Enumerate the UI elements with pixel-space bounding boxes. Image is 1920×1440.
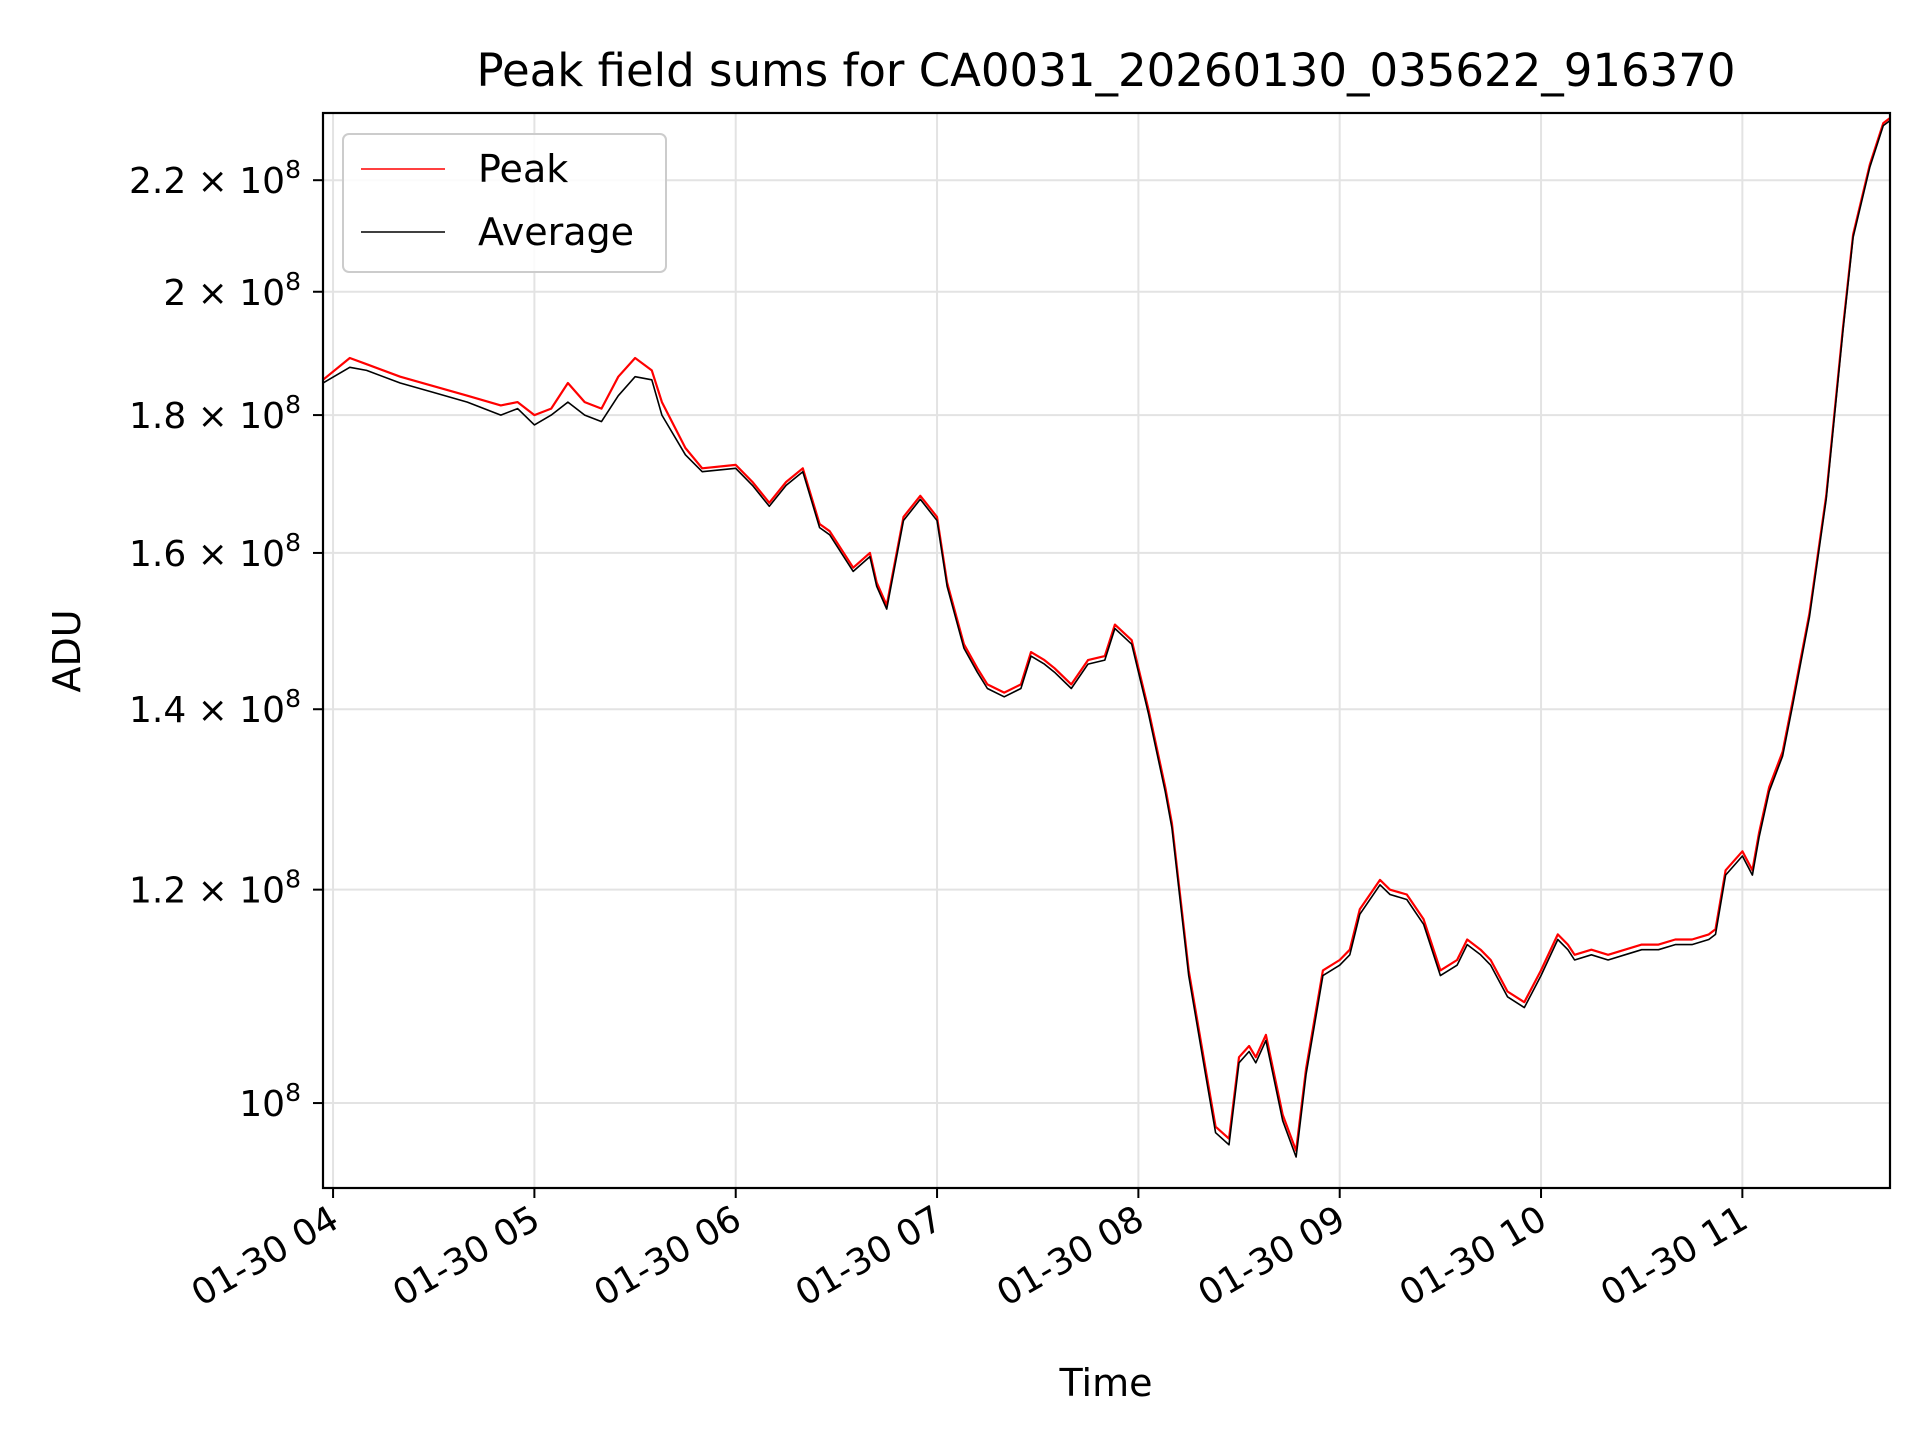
legend-label-peak: Peak — [478, 147, 568, 191]
legend: Peak Average — [342, 133, 667, 273]
series-layer — [322, 117, 1891, 1158]
y-tick-label: 1.2 × 108 — [129, 865, 301, 912]
y-axis-label: ADU — [45, 609, 89, 692]
x-axis-label: Time — [1059, 1361, 1153, 1405]
series-line-peak — [322, 117, 1891, 1152]
chart-title: Peak field sums for CA0031_20260130_0356… — [476, 44, 1735, 97]
y-tick-label: 1.8 × 108 — [129, 390, 301, 437]
series-line-average — [322, 119, 1891, 1158]
y-axis: 108 1.2 × 108 1.4 × 108 1.6 × 108 1.8 × 108 2… — [129, 155, 323, 1125]
legend-label-average: Average — [478, 210, 634, 254]
y-tick-label: 108 — [239, 1078, 301, 1125]
y-tick-label: 1.4 × 108 — [129, 684, 301, 731]
grid — [323, 113, 1890, 1188]
plot-frame — [321, 111, 1892, 1190]
y-tick-label: 1.6 × 108 — [129, 528, 301, 575]
y-tick-label: 2 × 108 — [163, 267, 301, 314]
y-tick-label: 2.2 × 108 — [129, 155, 301, 202]
